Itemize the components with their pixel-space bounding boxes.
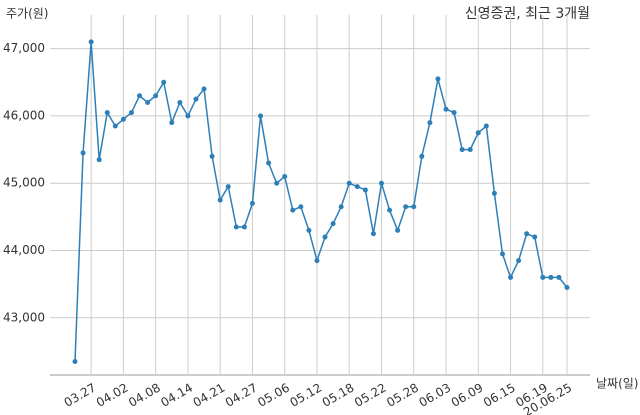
point [322,234,328,240]
point [104,110,110,116]
x-tick-label: 06.15 [481,381,518,410]
x-tick-label: 04.08 [126,381,163,410]
point [330,221,336,227]
point [524,231,530,237]
point [161,79,167,85]
y-tick-label: 45,000 [3,176,45,190]
point [556,274,562,280]
point [548,274,554,280]
point [209,153,215,159]
y-tick-label: 44,000 [3,243,45,257]
x-tick-label: 06.03 [417,381,454,410]
point [435,76,441,82]
point [112,123,118,129]
x-tick-label: 04.14 [158,381,195,410]
x-tick-label: 05.12 [287,381,324,410]
point [443,106,449,112]
point [427,120,433,126]
point [467,147,473,153]
x-tick-label: 05.22 [352,381,389,410]
point [370,231,376,237]
point [483,123,489,129]
point [128,110,134,116]
point [378,180,384,186]
point [395,227,401,233]
point [241,224,247,230]
point [137,93,143,99]
point [459,147,465,153]
point [516,258,522,264]
point [419,153,425,159]
point [354,184,360,190]
point [72,359,78,365]
point [145,99,151,105]
x-tick-label: 05.18 [320,381,357,410]
point [153,93,159,99]
point [120,116,126,122]
point [201,86,207,92]
x-tick-label: 05.28 [384,381,421,410]
point [233,224,239,230]
x-tick-label: 06.09 [449,381,486,410]
point [88,39,94,45]
point [508,274,514,280]
point [177,99,183,105]
y-tick-label: 43,000 [3,310,45,324]
point [314,258,320,264]
point [540,274,546,280]
x-axis-label: 날짜(일) [596,377,638,391]
point [306,227,312,233]
point [387,207,393,213]
point [403,204,409,210]
line [74,41,568,362]
point [80,150,86,156]
y-axis-label: 주가(원) [6,7,48,21]
point [290,207,296,213]
point [274,180,280,186]
point [491,190,497,196]
x-tick-label: 04.02 [94,381,131,410]
point [532,234,538,240]
point [217,197,223,203]
point [185,113,191,119]
point [193,96,199,102]
point [258,113,264,119]
point [282,173,288,179]
point [499,251,505,257]
x-tick-label: 04.21 [191,381,228,410]
point [346,180,352,186]
point [338,204,344,210]
y-tick-label: 47,000 [3,41,45,55]
point [475,130,481,136]
point [362,187,368,193]
point [266,160,272,166]
point [564,285,570,291]
point [96,157,102,163]
point [225,184,231,190]
chart-title: 신영증권, 최근 3개월 [465,6,590,22]
x-tick-label: 05.06 [255,381,292,410]
point [298,204,304,210]
point [411,204,417,210]
point [249,200,255,206]
point [169,120,175,126]
y-tick-label: 46,000 [3,108,45,122]
x-tick-label: 04.27 [223,381,260,410]
x-tick-label: 03.27 [62,381,99,410]
point [451,110,457,116]
